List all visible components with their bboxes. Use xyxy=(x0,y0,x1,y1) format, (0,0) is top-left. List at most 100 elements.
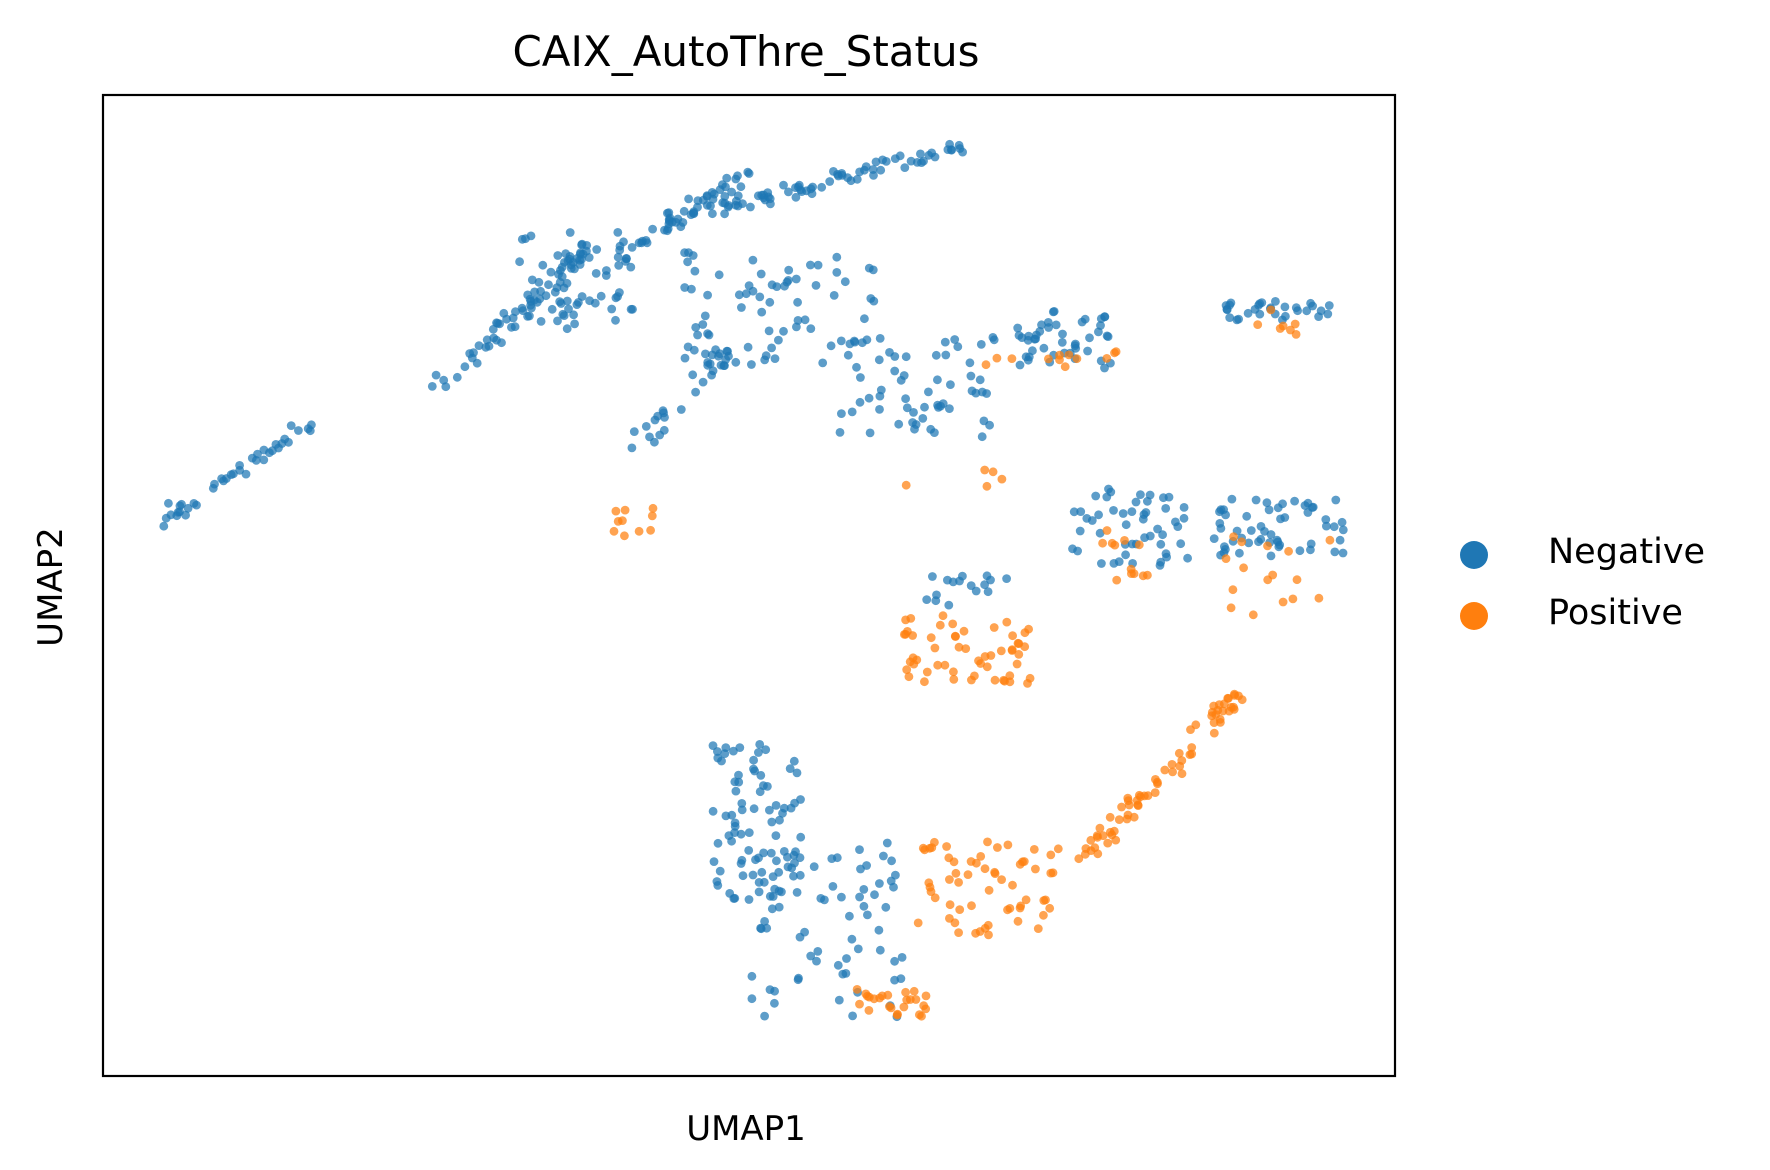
scatter-point-positive xyxy=(1168,767,1177,777)
scatter-point-negative xyxy=(1164,492,1174,502)
scatter-point-positive xyxy=(930,893,940,903)
scatter-point-negative xyxy=(307,420,316,430)
scatter-point-negative xyxy=(1075,526,1085,536)
scatter-point-positive xyxy=(963,870,973,879)
scatter-point-negative xyxy=(650,437,659,447)
scatter-point-negative xyxy=(744,895,754,904)
scatter-point-negative xyxy=(1209,534,1219,543)
scatter-point-negative xyxy=(874,925,884,935)
scatter-point-negative xyxy=(806,184,816,194)
scatter-point-negative xyxy=(698,377,708,387)
scatter-point-positive xyxy=(950,631,960,641)
scatter-point-negative xyxy=(507,322,516,332)
scatter-point-negative xyxy=(1015,360,1025,370)
scatter-point-negative xyxy=(722,173,732,183)
scatter-point-positive xyxy=(1093,849,1103,859)
scatter-point-negative xyxy=(427,382,437,391)
scatter-point-negative xyxy=(159,521,169,531)
scatter-point-positive xyxy=(855,999,864,1009)
scatter-point-negative xyxy=(845,911,854,921)
scatter-point-negative xyxy=(650,415,660,425)
scatter-point-negative xyxy=(761,351,771,361)
scatter-points xyxy=(159,139,1348,1022)
scatter-point-positive xyxy=(1120,536,1129,545)
scatter-point-negative xyxy=(806,951,816,961)
scatter-point-negative xyxy=(836,336,846,346)
scatter-point-negative xyxy=(770,998,779,1008)
scatter-point-positive xyxy=(921,991,931,1001)
scatter-point-negative xyxy=(611,293,621,303)
scatter-point-negative xyxy=(793,975,803,985)
scatter-point-positive xyxy=(1060,362,1070,372)
scatter-point-negative xyxy=(931,350,941,360)
scatter-point-negative xyxy=(1331,495,1341,505)
scatter-point-negative xyxy=(259,455,269,465)
scatter-point-negative xyxy=(709,857,719,866)
scatter-point-negative xyxy=(933,375,942,385)
scatter-point-negative xyxy=(1280,302,1290,312)
scatter-point-positive xyxy=(927,843,937,852)
scatter-point-positive xyxy=(1102,526,1112,535)
scatter-point-positive xyxy=(883,990,893,1000)
scatter-point-positive xyxy=(609,526,619,536)
scatter-point-negative xyxy=(1156,539,1166,549)
scatter-point-negative xyxy=(875,334,885,343)
scatter-point-negative xyxy=(1271,297,1280,306)
scatter-point-negative xyxy=(607,304,617,314)
scatter-point-negative xyxy=(1225,313,1235,322)
scatter-point-positive xyxy=(930,643,940,653)
scatter-point-negative xyxy=(1023,335,1033,345)
scatter-point-negative xyxy=(1316,306,1326,316)
scatter-point-positive xyxy=(940,660,950,670)
scatter-point-negative xyxy=(767,904,777,914)
scatter-point-negative xyxy=(791,274,801,284)
scatter-point-negative xyxy=(1048,307,1058,317)
scatter-point-negative xyxy=(842,954,851,963)
scatter-point-positive xyxy=(1074,854,1084,864)
scatter-point-negative xyxy=(793,316,803,325)
scatter-point-negative xyxy=(164,498,173,508)
scatter-point-negative xyxy=(1226,298,1236,308)
scatter-point-negative xyxy=(1330,547,1340,557)
scatter-point-positive xyxy=(911,995,921,1004)
scatter-point-negative xyxy=(1235,548,1244,558)
scatter-point-negative xyxy=(730,893,740,903)
scatter-point-positive xyxy=(647,511,657,521)
scatter-point-positive xyxy=(944,853,954,863)
scatter-point-negative xyxy=(855,167,864,177)
scatter-point-negative xyxy=(569,310,578,320)
scatter-point-negative xyxy=(882,838,892,848)
scatter-point-positive xyxy=(983,837,992,847)
scatter-point-negative xyxy=(584,253,594,262)
scatter-point-negative xyxy=(497,338,506,348)
scatter-point-negative xyxy=(843,350,853,360)
scatter-point-negative xyxy=(703,329,712,338)
scatter-point-negative xyxy=(1002,574,1011,583)
scatter-point-positive xyxy=(1053,844,1063,854)
scatter-point-negative xyxy=(596,291,606,301)
scatter-point-positive xyxy=(1177,756,1187,765)
scatter-point-negative xyxy=(890,154,900,164)
scatter-point-positive xyxy=(1253,320,1263,329)
scatter-point-negative xyxy=(916,149,925,159)
scatter-point-negative xyxy=(983,587,993,597)
scatter-point-negative xyxy=(1264,505,1274,515)
scatter-point-negative xyxy=(861,162,871,172)
scatter-point-negative xyxy=(774,886,784,896)
scatter-point-negative xyxy=(789,871,798,881)
scatter-point-positive xyxy=(922,667,932,677)
scatter-point-negative xyxy=(852,174,862,184)
scatter-point-negative xyxy=(1156,557,1166,567)
scatter-point-negative xyxy=(693,330,702,340)
scatter-point-positive xyxy=(1005,671,1015,681)
scatter-point-negative xyxy=(832,268,842,277)
scatter-point-negative xyxy=(875,405,884,414)
scatter-point-negative xyxy=(922,595,932,604)
scatter-point-positive xyxy=(942,842,951,851)
scatter-point-negative xyxy=(1244,538,1254,548)
scatter-point-negative xyxy=(989,335,999,345)
scatter-point-positive xyxy=(1002,617,1012,627)
scatter-point-negative xyxy=(841,969,851,978)
scatter-point-positive xyxy=(1021,895,1031,905)
scatter-point-negative xyxy=(482,335,492,345)
